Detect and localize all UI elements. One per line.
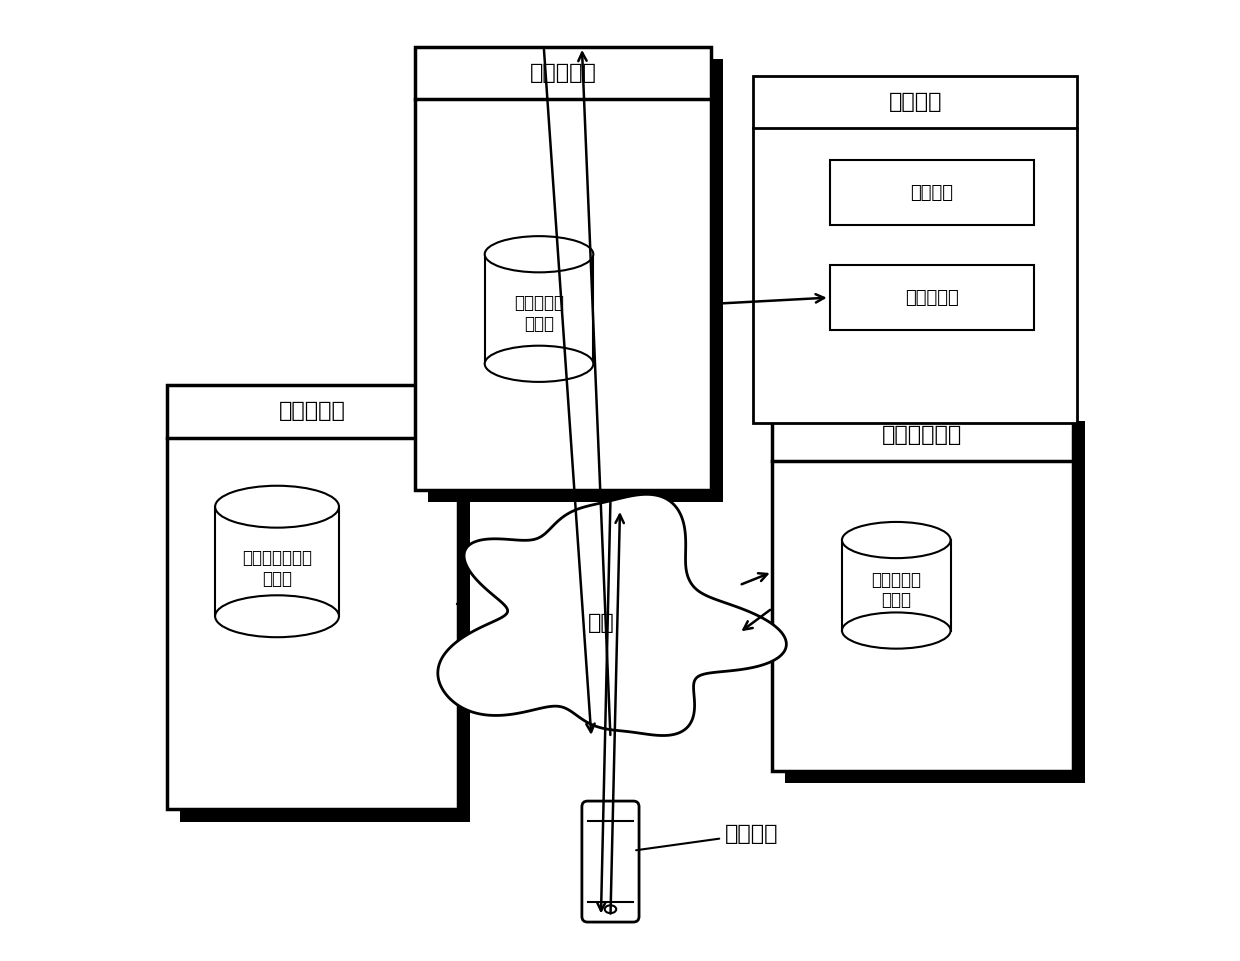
Bar bbox=[830, 160, 1034, 225]
Bar bbox=[588, 902, 634, 917]
Text: 用户终端: 用户终端 bbox=[636, 825, 779, 850]
Ellipse shape bbox=[485, 236, 593, 272]
Bar bbox=[754, 76, 1078, 424]
Polygon shape bbox=[485, 255, 593, 364]
Text: 门禁单元: 门禁单元 bbox=[889, 92, 942, 111]
Bar bbox=[167, 385, 458, 809]
Text: 微信服务器: 微信服务器 bbox=[279, 402, 346, 422]
Bar bbox=[830, 265, 1034, 330]
Ellipse shape bbox=[485, 346, 593, 382]
Ellipse shape bbox=[215, 485, 339, 528]
Text: 信息关联表
数据库: 信息关联表 数据库 bbox=[872, 571, 921, 609]
Bar bbox=[180, 398, 470, 822]
Bar bbox=[773, 409, 1073, 771]
Polygon shape bbox=[438, 494, 786, 735]
Polygon shape bbox=[215, 506, 339, 616]
Ellipse shape bbox=[842, 522, 951, 558]
Text: 权限关联表
数据库: 权限关联表 数据库 bbox=[515, 294, 564, 333]
Text: 第三方服务器: 第三方服务器 bbox=[883, 426, 962, 445]
Text: 门禁控制器: 门禁控制器 bbox=[905, 288, 959, 307]
Bar bbox=[588, 807, 634, 821]
Text: 电子锁具: 电子锁具 bbox=[910, 184, 954, 202]
Text: 应用服务器: 应用服务器 bbox=[529, 63, 596, 84]
Polygon shape bbox=[842, 540, 951, 630]
Ellipse shape bbox=[215, 595, 339, 637]
FancyBboxPatch shape bbox=[582, 801, 639, 922]
Bar bbox=[785, 422, 1085, 783]
Bar bbox=[415, 47, 711, 490]
Text: 网络: 网络 bbox=[588, 613, 614, 633]
Ellipse shape bbox=[842, 612, 951, 649]
Ellipse shape bbox=[605, 905, 616, 913]
Bar bbox=[428, 60, 723, 503]
Text: 微信账号及标识
数据库: 微信账号及标识 数据库 bbox=[242, 549, 312, 587]
